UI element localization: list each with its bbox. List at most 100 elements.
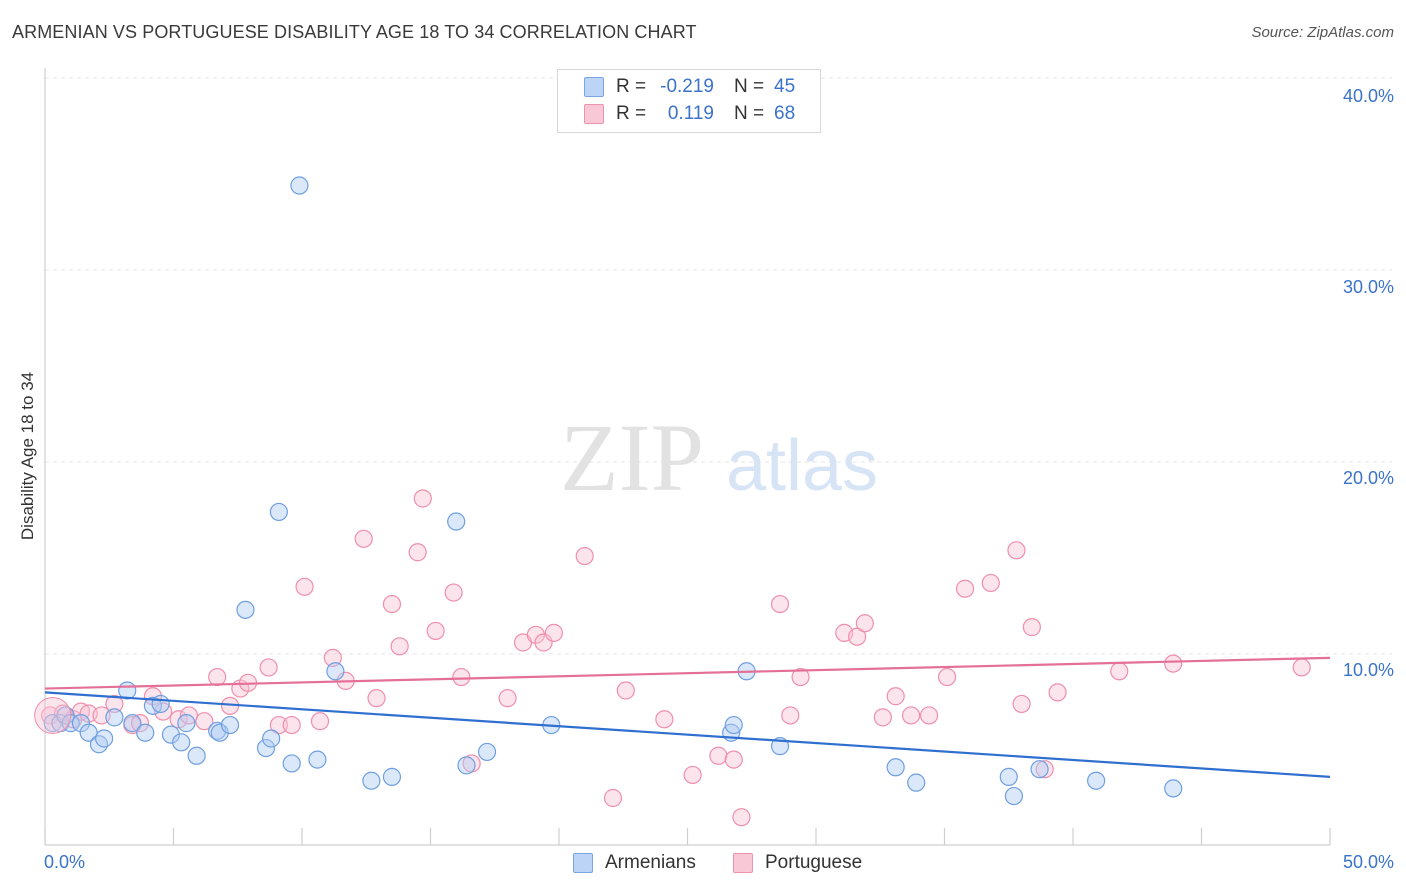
armenians-point-40: [907, 773, 926, 792]
portuguese-point-33: [452, 667, 471, 687]
portuguese-point-22: [310, 712, 330, 731]
armenians-point-4: [71, 714, 91, 733]
watermark-zip: ZIP: [560, 404, 704, 511]
portuguese-point-62: [1012, 694, 1031, 714]
armenians-point-17: [187, 746, 206, 765]
portuguese-point-19: [269, 715, 288, 735]
armenians-point-23: [262, 729, 281, 748]
portuguese-point-61: [1007, 541, 1026, 560]
legend-item-armenians[interactable]: Armenians: [573, 852, 696, 874]
portuguese-point-58: [937, 667, 957, 687]
portuguese-point-67: [1164, 654, 1183, 673]
n-value: 68: [774, 103, 796, 124]
portuguese-point-43: [655, 710, 674, 729]
armenians-point-31: [447, 512, 466, 531]
legend-row-armenians: R = -0.219 N = 45: [584, 75, 795, 99]
n-label: N =: [734, 103, 765, 124]
armenians-point-15: [172, 733, 191, 752]
portuguese-point-63: [1022, 618, 1041, 637]
legend-item-portuguese[interactable]: Portuguese: [733, 852, 862, 874]
portuguese-cluster-point: [34, 696, 72, 734]
portuguese-point-21: [295, 577, 314, 596]
portuguese-point-31: [426, 621, 445, 641]
portuguese-point-25: [354, 529, 373, 548]
portuguese-point-57: [919, 706, 939, 725]
portuguese-point-54: [873, 708, 892, 727]
armenians-point-42: [1004, 786, 1023, 806]
portuguese-point-42: [616, 681, 635, 700]
r-value: -0.219: [660, 76, 714, 97]
portuguese-point-18: [259, 658, 278, 677]
portuguese-point-30: [413, 489, 432, 508]
portuguese-point-40: [575, 546, 594, 566]
portuguese-legend-swatch: [733, 853, 753, 873]
portuguese-point-55: [886, 687, 905, 706]
portuguese-point-49: [781, 706, 800, 725]
portuguese-point-46: [724, 750, 743, 769]
portuguese-point-28: [390, 637, 409, 656]
armenians-point-41: [999, 767, 1018, 786]
portuguese-point-37: [526, 625, 545, 644]
r-label: R =: [616, 103, 647, 124]
portuguese-point-53: [855, 614, 874, 633]
r-label: R =: [616, 76, 647, 97]
x-tick-label-max: 50.0%: [1342, 852, 1394, 872]
legend-row-portuguese: R = 0.119 N = 68: [584, 102, 795, 126]
portuguese-point-27: [382, 594, 402, 614]
portuguese-point-59: [955, 579, 975, 598]
n-label: N =: [734, 76, 765, 97]
portuguese-point-14: [208, 667, 227, 687]
armenians-point-10: [123, 714, 142, 733]
data-points: [34, 176, 1311, 827]
y-tick-label-10: 10.0%: [1342, 660, 1394, 680]
portuguese-point-13: [195, 712, 214, 731]
armenians-point-24: [269, 502, 288, 522]
armenians-point-25: [282, 754, 301, 773]
armenians-point-39: [886, 758, 905, 777]
portuguese-point-65: [1048, 683, 1067, 702]
watermark: ZIP atlas: [560, 404, 878, 511]
portuguese-point-29: [408, 543, 427, 562]
portuguese-point-26: [367, 689, 386, 708]
portuguese-point-52: [848, 627, 867, 646]
armenians-point-29: [362, 771, 381, 790]
portuguese-point-47: [732, 808, 751, 827]
portuguese-point-39: [544, 623, 563, 642]
armenians-point-13: [151, 694, 170, 714]
armenians-point-7: [95, 729, 114, 748]
legend-label-portuguese: Portuguese: [765, 852, 863, 873]
portuguese-point-48: [770, 594, 790, 614]
portuguese-point-6: [105, 694, 124, 714]
axes: [44, 68, 1331, 846]
source-label: Source: ZipAtlas.com: [1251, 24, 1394, 41]
watermark-atlas: atlas: [726, 426, 878, 506]
portuguese-point-20: [282, 715, 301, 735]
armenians-point-32: [457, 756, 476, 775]
armenians-point-20: [220, 715, 240, 735]
portuguese-point-68: [1292, 658, 1311, 677]
portuguese-point-60: [981, 573, 1000, 593]
grid-lines: [45, 77, 1392, 655]
portuguese-point-32: [444, 583, 463, 602]
armenians-point-30: [382, 767, 402, 786]
armenians-point-36: [724, 715, 743, 735]
armenians-point-27: [308, 750, 327, 769]
portuguese-point-66: [1110, 662, 1129, 681]
portuguese-point-45: [709, 746, 728, 765]
portuguese-point-44: [683, 765, 702, 785]
chart-title: ARMENIAN VS PORTUGUESE DISABILITY AGE 18…: [12, 22, 697, 42]
armenians-trend-line: [44, 691, 1331, 778]
correlation-legend: R = -0.219 N = 45 R = 0.119 N = 68: [557, 69, 821, 133]
portuguese-trend-line: [44, 656, 1331, 690]
portuguese-point-41: [603, 788, 623, 808]
y-tick-label-20: 20.0%: [1342, 468, 1394, 488]
armenians-point-26: [290, 176, 309, 195]
armenians-point-6: [89, 735, 109, 754]
armenians-point-8: [105, 708, 124, 727]
portuguese-point-23: [323, 648, 342, 667]
trend-lines: [44, 656, 1331, 778]
portuguese-point-35: [498, 689, 517, 708]
portuguese-point-56: [901, 706, 921, 725]
armenians-point-44: [1087, 771, 1106, 790]
n-value: 45: [774, 76, 796, 97]
